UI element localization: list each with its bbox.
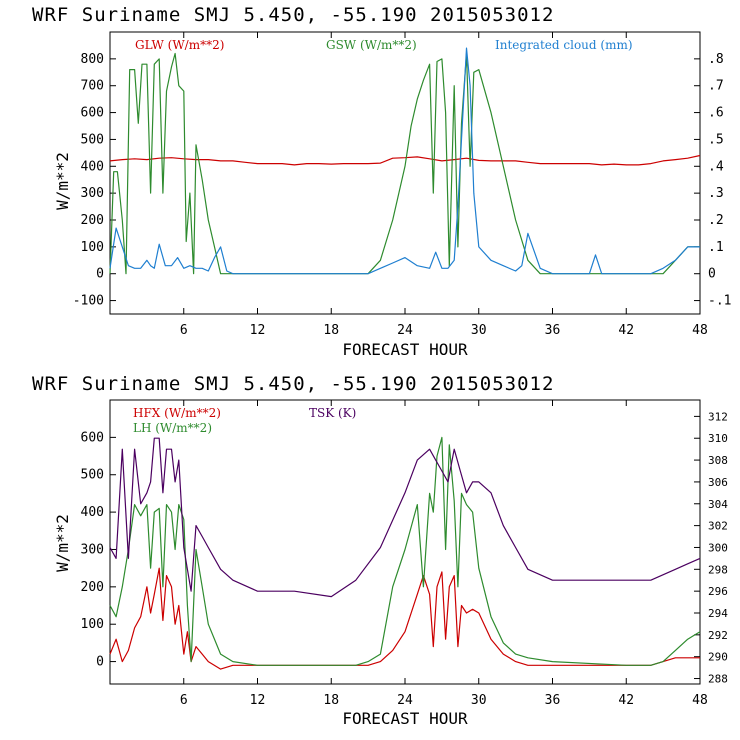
chart-1-y2tick-label: .5 [708, 132, 724, 147]
chart-2-y2tick-label: 302 [708, 520, 728, 533]
chart-2-y2tick-label: 292 [708, 629, 728, 642]
chart-2-xtick-label: 6 [180, 693, 188, 708]
chart-1-y2tick-label: .8 [708, 52, 724, 67]
chart-2-ytick-label: 600 [81, 430, 104, 445]
chart-2-y2tick-label: 312 [708, 410, 728, 423]
chart-2-y2tick-label: 310 [708, 432, 728, 445]
chart-1-legend-cloud: Integrated cloud (mm) [495, 38, 633, 52]
chart-1-ytick-label: -100 [73, 294, 104, 309]
chart-1-legend-glw: GLW (W/m**2) [135, 38, 224, 52]
chart-2-ytick-label: 100 [81, 617, 104, 632]
chart-1-y2tick-label: .2 [708, 213, 724, 228]
chart-2-y2tick-label: 290 [708, 651, 728, 664]
chart-1-y2tick-label: .3 [708, 186, 724, 201]
chart-2-ytick-label: 500 [81, 468, 104, 483]
chart-1-xtick-label: 48 [692, 323, 708, 338]
chart-1-ytick-label: 500 [81, 132, 104, 147]
chart-2-xtick-label: 12 [250, 693, 266, 708]
chart-1-title: WRF Suriname SMJ 5.450, -55.190 20150530… [32, 4, 554, 26]
chart-1-xtick-label: 30 [471, 323, 487, 338]
chart-1-xtick-label: 12 [250, 323, 266, 338]
chart-2-series-hfx-line [109, 567, 700, 670]
chart-1-plot-frame [109, 31, 701, 315]
chart-1-xlabel: FORECAST HOUR [342, 340, 468, 359]
chart-2-xtick-label: 18 [323, 693, 339, 708]
chart-1: WRF Suriname SMJ 5.450, -55.190 20150530… [32, 4, 731, 359]
chart-2-legend-tsk: TSK (K) [309, 406, 356, 420]
chart-1-series-integrated-line [109, 47, 700, 275]
chart-2-xtick-label: 30 [471, 693, 487, 708]
chart-2-series-tsk-line [109, 437, 701, 598]
chart-2-y2tick-label: 306 [708, 476, 728, 489]
chart-2-y2tick-label: 294 [708, 607, 728, 620]
chart-2-ytick-label: 200 [81, 580, 104, 595]
chart-2-y2tick-label: 308 [708, 454, 728, 467]
chart-2-y2tick-label: 296 [708, 585, 728, 598]
chart-2-xtick-label: 42 [618, 693, 634, 708]
chart-1-ytick-label: 200 [81, 213, 104, 228]
chart-1-ytick-label: 800 [81, 52, 104, 67]
chart-1-ytick-label: 600 [81, 106, 104, 121]
chart-1-xtick-label: 36 [545, 323, 561, 338]
chart-2-series-lh-line [109, 436, 701, 666]
chart-2-ylabel: W/m**2 [53, 514, 72, 572]
chart-2-xtick-label: 36 [545, 693, 561, 708]
chart-2-y2tick-label: 298 [708, 563, 728, 576]
chart-1-ylabel: W/m**2 [53, 152, 72, 210]
chart-1-y2tick-label: 0 [708, 267, 716, 282]
chart-2-legend-lh: LH (W/m**2) [133, 421, 212, 435]
chart-1-ytick-label: 100 [81, 240, 104, 255]
chart-2-y2tick-label: 300 [708, 541, 728, 554]
chart-2-plot-frame [109, 399, 701, 685]
chart-1-y2tick-label: .6 [708, 106, 724, 121]
chart-1-xtick-label: 42 [618, 323, 634, 338]
chart-1-ytick-label: 400 [81, 159, 104, 174]
chart-1-y2tick-label: .4 [708, 159, 724, 174]
chart-2-title: WRF Suriname SMJ 5.450, -55.190 20150530… [32, 373, 554, 395]
chart-1-legend-gsw: GSW (W/m**2) [326, 38, 417, 52]
chart-2-ytick-label: 0 [96, 655, 104, 670]
chart-2-y2tick-label: 288 [708, 673, 728, 686]
chart-1-xtick-label: 6 [180, 323, 188, 338]
chart-2-xtick-label: 24 [397, 693, 413, 708]
chart-2-xlabel: FORECAST HOUR [342, 709, 468, 728]
chart-1-series-gsw-line [109, 52, 700, 275]
chart-2-ytick-label: 300 [81, 542, 104, 557]
chart-1-xtick-label: 18 [323, 323, 339, 338]
chart-2-legend-hfx: HFX (W/m**2) [133, 406, 221, 420]
chart-2-xtick-label: 48 [692, 693, 708, 708]
chart-1-xtick-label: 24 [397, 323, 413, 338]
chart-1-ytick-label: 300 [81, 186, 104, 201]
chart-1-ytick-label: 700 [81, 79, 104, 94]
chart-1-series-glw-line [109, 154, 701, 166]
chart-2: WRF Suriname SMJ 5.450, -55.190 20150530… [32, 373, 728, 728]
chart-1-y2tick-label: .1 [708, 240, 724, 255]
chart-2-ytick-label: 400 [81, 505, 104, 520]
chart-1-ytick-label: 0 [96, 267, 104, 282]
chart-2-y2tick-label: 304 [708, 498, 728, 511]
chart-1-y2tick-label: -.1 [708, 294, 731, 309]
chart-1-y2tick-label: .7 [708, 79, 724, 94]
